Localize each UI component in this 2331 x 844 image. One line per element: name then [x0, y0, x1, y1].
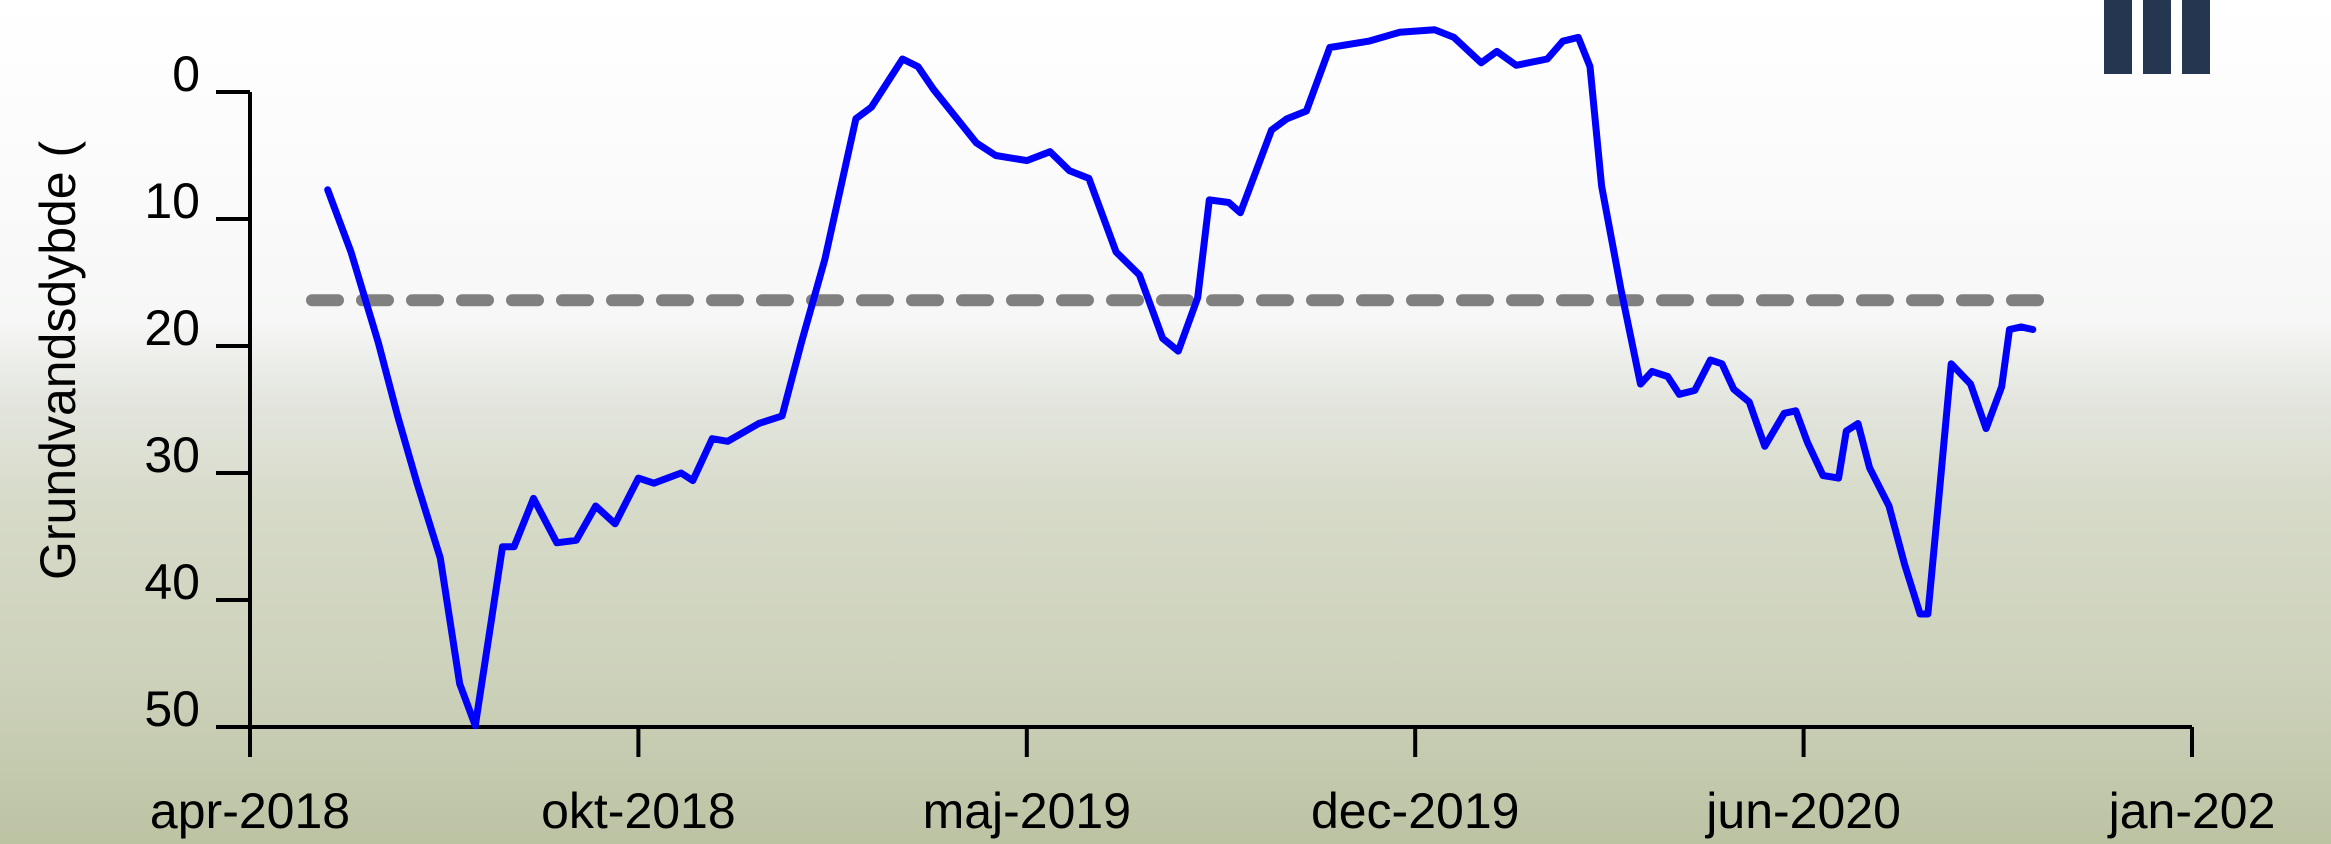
y-tick-label: 10: [144, 173, 200, 229]
x-tick-label: apr-2018: [150, 783, 350, 839]
y-tick-label: 40: [144, 554, 200, 610]
y-tick-label: 30: [144, 427, 200, 483]
x-tick-label: maj-2019: [923, 783, 1131, 839]
y-tick-label: 0: [172, 46, 200, 102]
x-tick-label: dec-2019: [1311, 783, 1520, 839]
data-line: [324, 26, 2037, 730]
logo: [2104, 0, 2210, 74]
y-tick-label: 20: [144, 300, 200, 356]
x-tick-label: okt-2018: [541, 783, 736, 839]
x-tick-label: jun-2020: [1704, 783, 1901, 839]
y-axis-label: Grundvandsdybde (: [30, 140, 86, 580]
y-tick-label: 50: [144, 681, 200, 737]
x-tick-label: jan-202: [2107, 783, 2276, 839]
